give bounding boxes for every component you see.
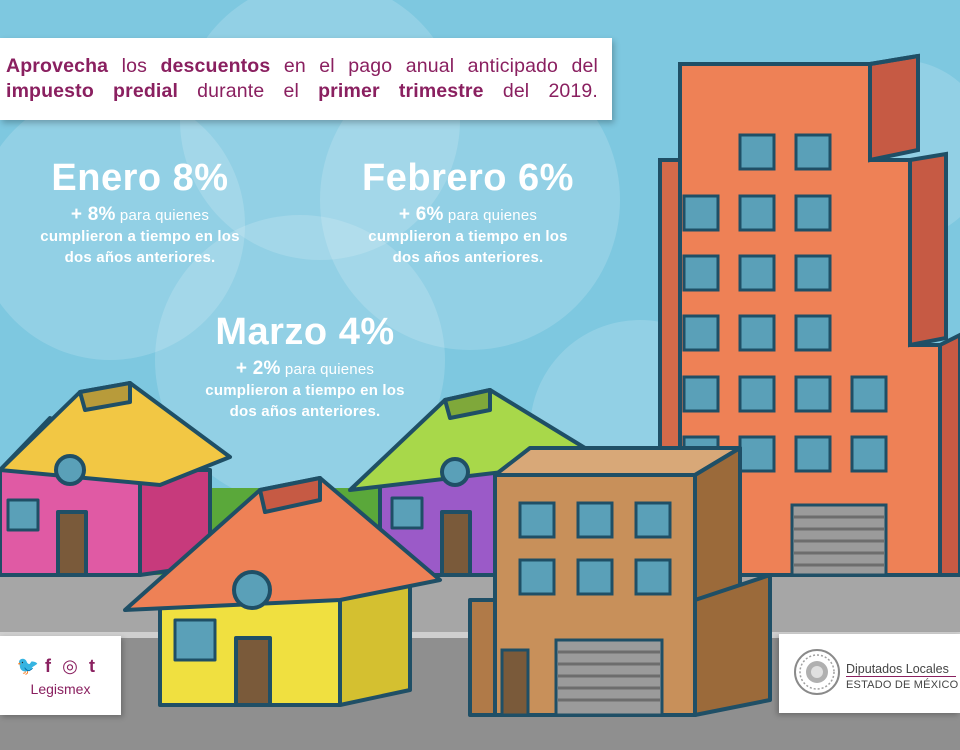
tumblr-icon[interactable]: t	[89, 656, 98, 676]
promo-extra: + 8% para quienes cumplieron a tiempo en…	[40, 204, 240, 266]
seal-icon	[794, 649, 840, 695]
facebook-icon[interactable]: f	[45, 656, 54, 676]
social-icons: 🐦 f ◎ t	[0, 656, 121, 677]
tower-windows	[682, 133, 888, 473]
promo-enero: Enero 8% + 8% para quienes cumplieron a …	[0, 156, 280, 268]
twitter-icon[interactable]: 🐦	[16, 656, 42, 676]
promo-marzo: Marzo 4% + 2% para quienes cumplieron a …	[160, 310, 450, 422]
logo-line2: ESTADO DE MÉXICO	[846, 679, 959, 691]
logo-divider	[846, 676, 956, 677]
social-card: 🐦 f ◎ t Legismex	[0, 636, 121, 715]
pink-house	[0, 381, 232, 577]
yellow-house	[123, 476, 442, 707]
promo-extra: + 2% para quienes cumplieron a tiempo en…	[205, 358, 405, 420]
promo-month: Enero 8%	[51, 157, 229, 199]
sky-bubble	[0, 90, 245, 360]
congress-logo: Diputados Locales ESTADO DE MÉXICO	[779, 634, 960, 713]
promo-month: Marzo 4%	[215, 311, 395, 353]
promo-month: Febrero 6%	[362, 157, 574, 199]
brown-building-windows	[518, 501, 672, 596]
sky-bubble	[320, 50, 620, 350]
headline-banner: Aprovecha los descuentos en el pago anua…	[0, 38, 612, 120]
social-handle: Legismex	[30, 681, 91, 697]
logo-line1: Diputados Locales	[846, 662, 949, 676]
instagram-icon[interactable]: ◎	[62, 656, 81, 676]
tower-garage	[790, 503, 888, 577]
headline-text: Aprovecha los descuentos en el pago anua…	[6, 55, 598, 102]
brown-building-garage	[500, 638, 664, 717]
sky-bubble	[155, 215, 445, 505]
promo-febrero: Febrero 6% + 6% para quienes cumplieron …	[318, 156, 618, 268]
promo-extra: + 6% para quienes cumplieron a tiempo en…	[368, 204, 568, 266]
